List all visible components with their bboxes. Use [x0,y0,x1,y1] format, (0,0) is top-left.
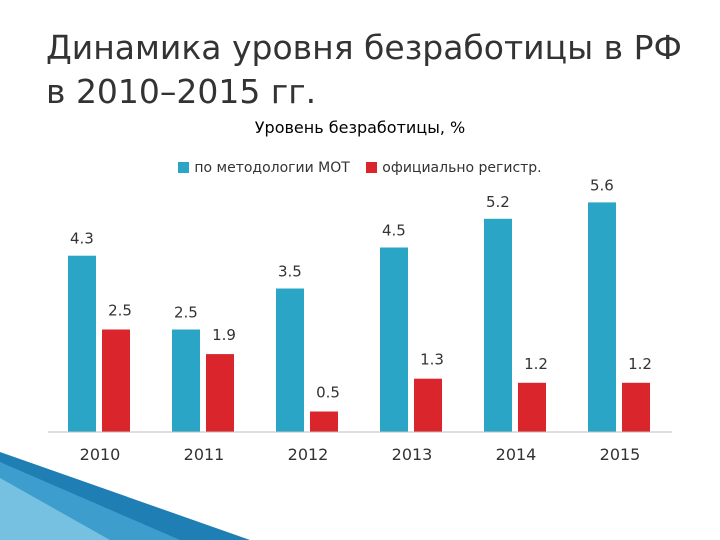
data-label-2014-series-2: 1.2 [524,355,548,373]
x-tick-label-2014: 2014 [496,445,537,464]
data-label-2015-series-1: 5.6 [590,176,614,194]
chart-legend: по методологии МОТ официально регистр. [0,160,720,176]
legend-label-series-2: официально регистр. [382,160,542,176]
bar-2010-series-2 [102,329,130,432]
slide-title: Динамика уровня безработицы в РФ в 2010–… [46,28,682,111]
legend-swatch-series-1 [178,162,190,173]
bar-2015-series-1 [588,202,616,432]
bar-2011-series-1 [172,329,200,432]
data-label-2012-series-1: 3.5 [278,263,302,281]
x-tick-label-2013: 2013 [392,445,433,464]
legend-item-series-2: официально регистр. [366,160,542,176]
bar-2014-series-2 [518,382,546,432]
bar-2013-series-2 [414,378,442,432]
bar-2012-series-1 [276,288,304,432]
x-tick-label-2010: 2010 [80,445,121,464]
x-tick-label-2011: 2011 [184,445,225,464]
legend-swatch-series-2 [366,162,378,173]
chart-title: Уровень безработицы, % [254,118,466,137]
bar-2012-series-2 [310,411,338,432]
bar-2015-series-2 [622,382,650,432]
legend-label-series-1: по методологии МОТ [194,160,350,176]
data-label-2010-series-1: 4.3 [70,230,94,248]
bar-2014-series-1 [484,218,512,432]
data-label-2013-series-2: 1.3 [420,351,444,369]
data-label-2011-series-2: 1.9 [212,326,236,344]
bar-2010-series-1 [68,255,96,432]
bar-2011-series-2 [206,354,234,432]
data-label-2011-series-1: 2.5 [174,304,198,322]
data-label-2010-series-2: 2.5 [108,302,132,320]
data-label-2014-series-1: 5.2 [486,193,510,211]
data-label-2013-series-1: 4.5 [382,222,406,240]
data-label-2012-series-2: 0.5 [316,384,340,402]
bar-2013-series-1 [380,247,408,432]
x-tick-label-2015: 2015 [600,445,641,464]
data-label-2015-series-2: 1.2 [628,355,652,373]
legend-item-series-1: по методологии МОТ [178,160,350,176]
x-tick-label-2012: 2012 [288,445,329,464]
